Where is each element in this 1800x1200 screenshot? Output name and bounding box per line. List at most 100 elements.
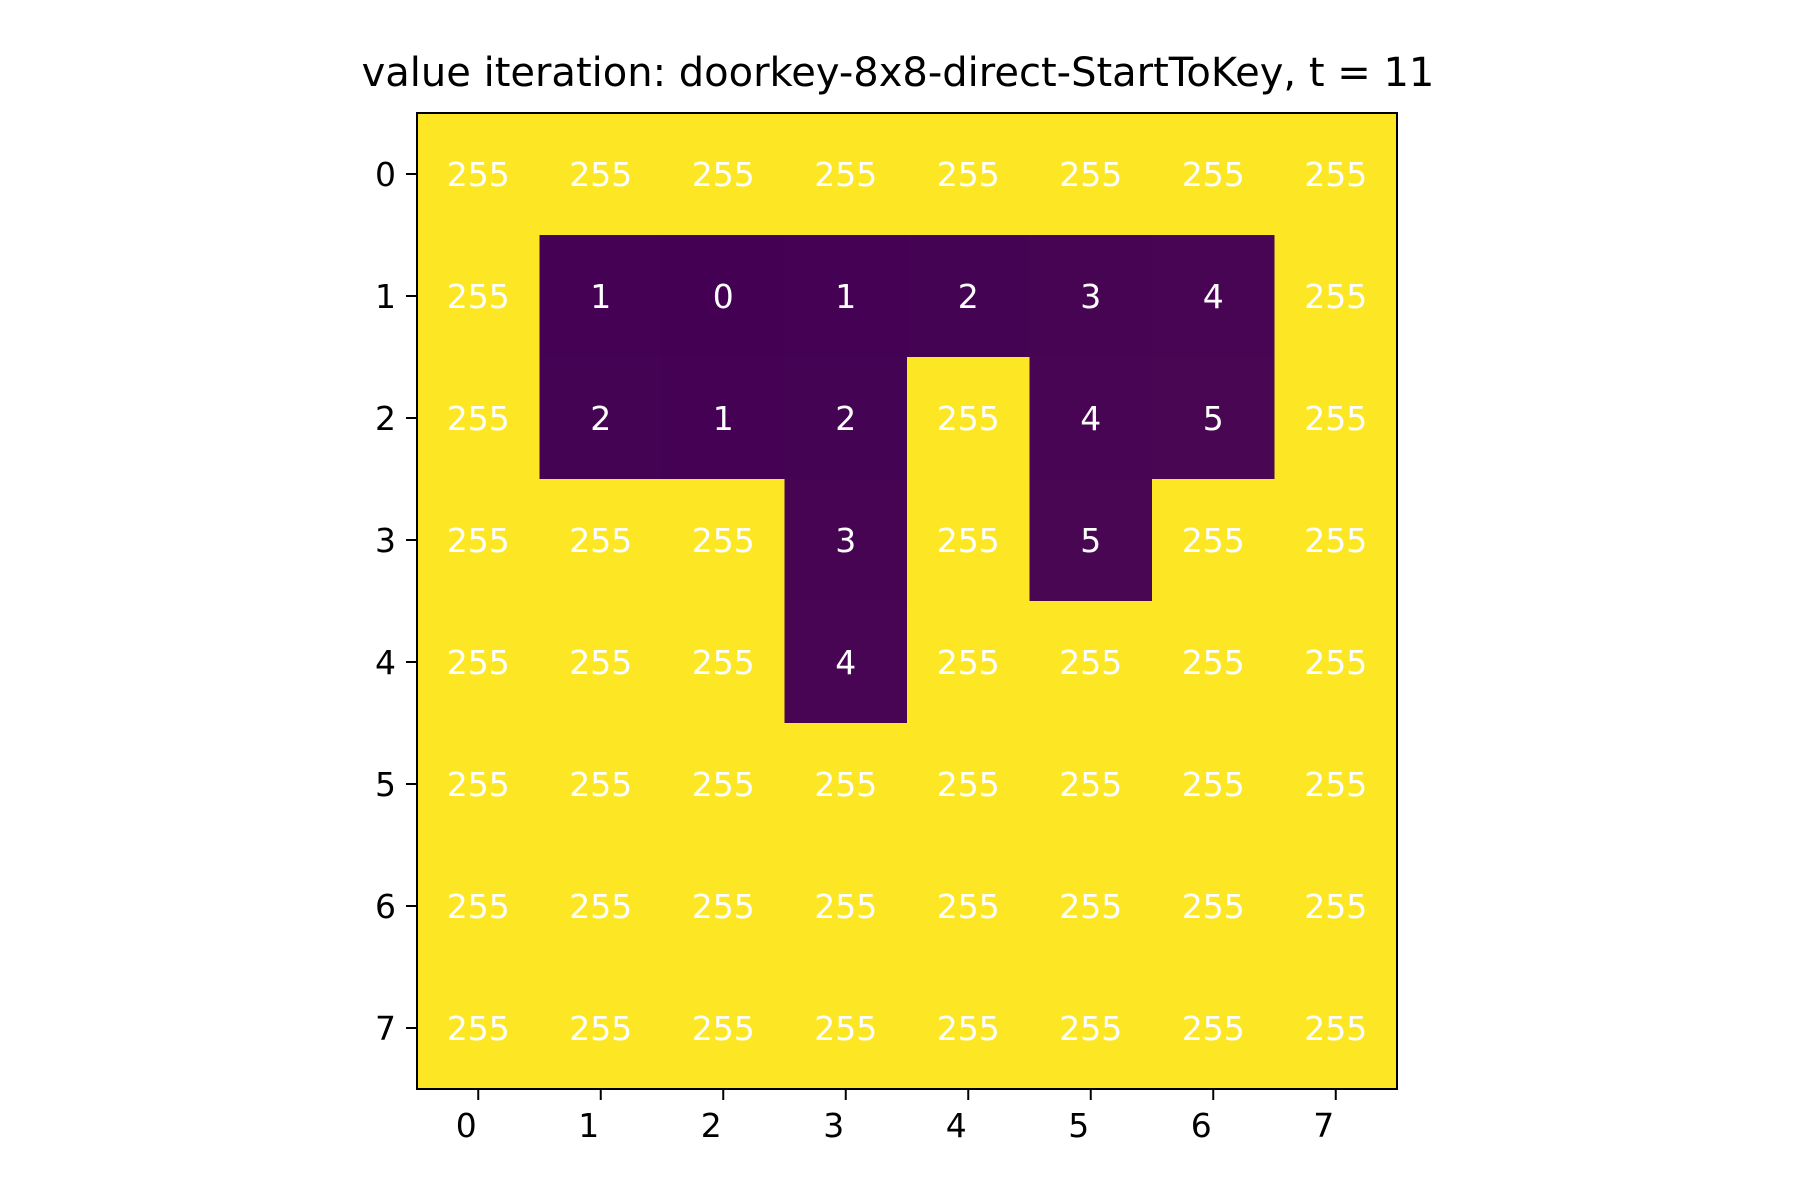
heatmap-cell [1274,601,1398,724]
heatmap-cell [662,479,786,602]
heatmap-cell [784,235,908,358]
x-tick-label: 1 [578,1106,599,1145]
cell-value-label: 255 [1304,887,1367,926]
heatmap-cell [417,235,541,358]
cell-value-label: 255 [569,155,632,194]
cell-value-label: 255 [937,399,1000,438]
cell-value-label: 255 [1182,887,1245,926]
cell-value-label: 3 [1080,277,1101,316]
y-tick-label: 2 [375,399,396,438]
cell-value-label: 255 [814,1009,877,1048]
cell-value-label: 4 [835,643,856,682]
cell-value-label: 255 [447,1009,510,1048]
heatmap-cell [907,967,1031,1090]
cell-value-label: 255 [1182,521,1245,560]
cell-value-label: 255 [1304,155,1367,194]
heatmap-cell [784,845,908,968]
heatmap-cell [784,967,908,1090]
heatmap-cell [1029,723,1153,846]
cell-value-label: 255 [692,887,755,926]
cell-value-label: 255 [1059,887,1122,926]
heatmap-cell [539,601,663,724]
heatmap-cell [1152,723,1276,846]
heatmap-cell [1274,845,1398,968]
heatmap-cell [1274,235,1398,358]
cell-value-label: 255 [447,643,510,682]
cell-value-label: 255 [937,643,1000,682]
heatmap-cell [662,357,786,480]
heatmap-cell [907,479,1031,602]
heatmap-cell [539,967,663,1090]
y-axis: 0 1 2 3 4 5 6 7 [375,155,417,1048]
cell-value-label: 255 [1304,277,1367,316]
cell-value-label: 2 [835,399,856,438]
cell-value-label: 255 [1304,1009,1367,1048]
heatmap-cell [907,845,1031,968]
cell-value-label: 255 [447,277,510,316]
cell-value-label: 4 [1203,277,1224,316]
y-tick-label: 0 [375,155,396,194]
x-tick-label: 4 [946,1106,967,1145]
cell-value-label: 255 [569,521,632,560]
cell-value-label: 255 [1304,643,1367,682]
cell-value-label: 255 [692,521,755,560]
y-tick-label: 5 [375,765,396,804]
heatmap-cell [417,479,541,602]
heatmap-cell [784,357,908,480]
cell-value-label: 255 [1182,643,1245,682]
heatmap-cell [1029,357,1153,480]
heatmap-cell [1029,235,1153,358]
heatmap-cell [1029,845,1153,968]
cell-value-label: 4 [1080,399,1101,438]
cell-value-label: 5 [1080,521,1101,560]
heatmap-cell [1274,357,1398,480]
cell-value-label: 255 [937,887,1000,926]
cell-value-label: 2 [958,277,979,316]
cell-value-label: 255 [1304,765,1367,804]
heatmap-cell [1274,113,1398,236]
heatmap-cell [1152,845,1276,968]
heatmap-cell [1152,235,1276,358]
cell-value-label: 3 [835,521,856,560]
heatmap-cell [784,479,908,602]
heatmap-cell [417,723,541,846]
x-tick-label: 7 [1313,1106,1334,1145]
heatmap-cell [1274,479,1398,602]
heatmap-cell [662,113,786,236]
y-tick-label: 4 [375,643,396,682]
cell-value-label: 255 [447,765,510,804]
heatmap-cell [1152,967,1276,1090]
heatmap-cell [662,967,786,1090]
cell-value-label: 255 [814,765,877,804]
heatmap-cell [907,601,1031,724]
heatmap-cell [417,967,541,1090]
cell-value-label: 255 [569,887,632,926]
heatmap-cell [1152,601,1276,724]
cell-value-label: 255 [937,1009,1000,1048]
x-tick-label: 0 [456,1106,477,1145]
x-tick-label: 3 [823,1106,844,1145]
heatmap-cell [907,723,1031,846]
heatmap-cell [1152,357,1276,480]
cell-value-label: 1 [713,399,734,438]
cell-value-label: 255 [937,765,1000,804]
heatmap-cell [417,601,541,724]
cell-value-label: 255 [692,1009,755,1048]
cell-value-label: 255 [1182,765,1245,804]
cell-value-label: 255 [569,765,632,804]
cell-value-label: 255 [569,643,632,682]
cell-value-label: 0 [713,277,734,316]
cell-value-label: 255 [1059,1009,1122,1048]
heatmap-cell [539,479,663,602]
heatmap-cell [907,357,1031,480]
cell-value-label: 255 [1182,1009,1245,1048]
x-tick-label: 6 [1191,1106,1212,1145]
cell-value-label: 5 [1203,399,1224,438]
heatmap-cell [417,113,541,236]
axes-frame [416,112,1398,1090]
heatmap-cell [1274,723,1398,846]
heatmap-cell [1274,967,1398,1090]
x-axis: 0 1 2 3 4 5 6 7 [456,1089,1337,1145]
heatmap-cell [539,723,663,846]
heatmap-cell [662,601,786,724]
